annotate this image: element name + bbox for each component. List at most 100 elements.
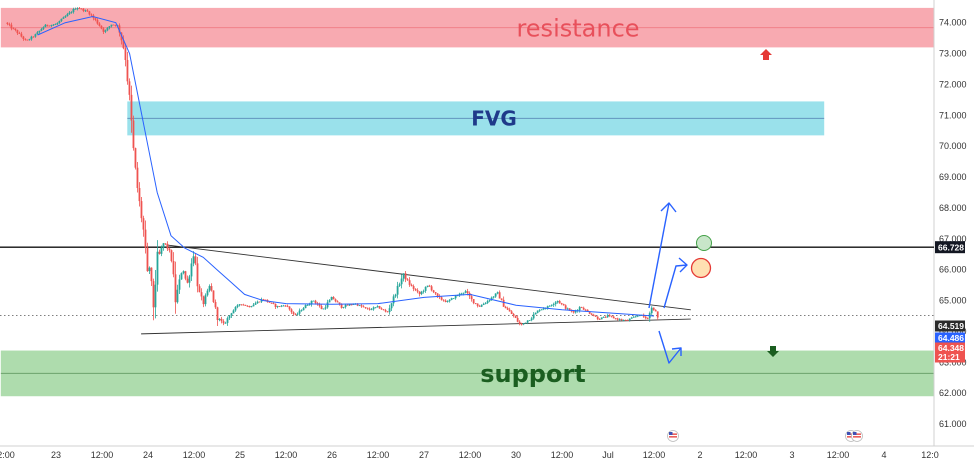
candle [490, 296, 493, 301]
candle-body [594, 315, 597, 317]
price-tag [935, 351, 965, 363]
candle-body [524, 322, 527, 324]
y-tick-label: 65.000 [939, 296, 967, 306]
candle [26, 39, 29, 41]
x-tick-label: 26 [327, 450, 337, 460]
candle [288, 306, 291, 311]
candle-body [60, 18, 63, 22]
candle-body [564, 305, 567, 309]
candle-body [238, 304, 241, 306]
candle [370, 308, 373, 311]
candle-body [606, 315, 609, 318]
candle-body [300, 310, 303, 312]
candle [224, 321, 227, 324]
candle-body [284, 305, 287, 307]
candle [24, 38, 27, 41]
candle-body [58, 21, 61, 23]
candle [190, 258, 193, 282]
candle-body [494, 293, 497, 297]
candle [384, 308, 387, 313]
candle-body [78, 8, 81, 9]
candle-body [184, 271, 187, 279]
candle-body [390, 303, 393, 309]
candle-body [200, 292, 203, 297]
flag-canton [853, 432, 857, 435]
candle [278, 306, 281, 307]
candle-body [512, 313, 515, 316]
zone-support [0, 350, 935, 397]
candle-body [8, 23, 11, 25]
candle [16, 29, 19, 35]
projection-arrow-retest-head [678, 257, 688, 273]
price-tag-text: 64.519 [938, 321, 964, 331]
x-tick-label: 12:00 [827, 450, 850, 460]
candle-body [28, 39, 31, 41]
flag-stripe [847, 433, 855, 435]
candle-body [212, 290, 215, 302]
candle [86, 8, 89, 12]
triangle-upper-line [166, 244, 691, 311]
candle-body [170, 250, 173, 262]
candle [560, 302, 563, 306]
candle-body [42, 27, 45, 30]
candle [100, 25, 103, 30]
candle-body [480, 305, 483, 307]
candle [172, 252, 175, 278]
candle-body [268, 301, 271, 303]
candle [108, 25, 111, 30]
candle [30, 35, 33, 41]
y-tick-label: 73.000 [939, 49, 967, 59]
x-tick-label: 24 [143, 450, 153, 460]
candle-body [14, 28, 17, 31]
candle [402, 273, 405, 282]
x-tick-label: 4 [881, 450, 886, 460]
candle [268, 301, 271, 303]
candle [124, 44, 127, 67]
candle-body [600, 317, 603, 320]
candle [158, 249, 161, 255]
candle-body [536, 310, 539, 313]
candle-body [326, 302, 329, 308]
candle-body [388, 308, 391, 313]
candle [506, 306, 509, 311]
candle [186, 275, 189, 284]
candle-body [82, 8, 85, 11]
candle [554, 301, 557, 307]
candle-body [320, 306, 323, 310]
candle [586, 309, 589, 312]
candle [330, 296, 333, 301]
candle-body [646, 318, 649, 319]
candle [630, 316, 633, 319]
candle-body [298, 310, 301, 314]
candle [366, 307, 369, 310]
candle-body [560, 303, 563, 305]
candle-body [444, 300, 447, 302]
candle-body [262, 299, 265, 301]
candle-body [538, 310, 541, 312]
candle [602, 316, 605, 318]
candle [252, 302, 255, 307]
candle [524, 322, 527, 324]
candle-body [206, 290, 209, 296]
candle [486, 299, 489, 305]
x-tick-label: 12:0 [921, 450, 939, 460]
candle [284, 304, 287, 307]
candle [28, 38, 31, 41]
candle [98, 22, 101, 27]
candle [472, 299, 475, 305]
candle-body [86, 10, 89, 12]
candle [210, 283, 213, 292]
candle-body [90, 14, 93, 16]
candle [500, 298, 503, 301]
candle-body [384, 310, 387, 312]
price-tag [935, 320, 965, 332]
candle [152, 278, 155, 321]
candle [380, 307, 383, 310]
candle [208, 284, 211, 293]
candle [566, 307, 569, 310]
candle [522, 323, 525, 326]
candle [628, 318, 631, 322]
candle [290, 308, 293, 314]
candle-body [410, 284, 413, 287]
